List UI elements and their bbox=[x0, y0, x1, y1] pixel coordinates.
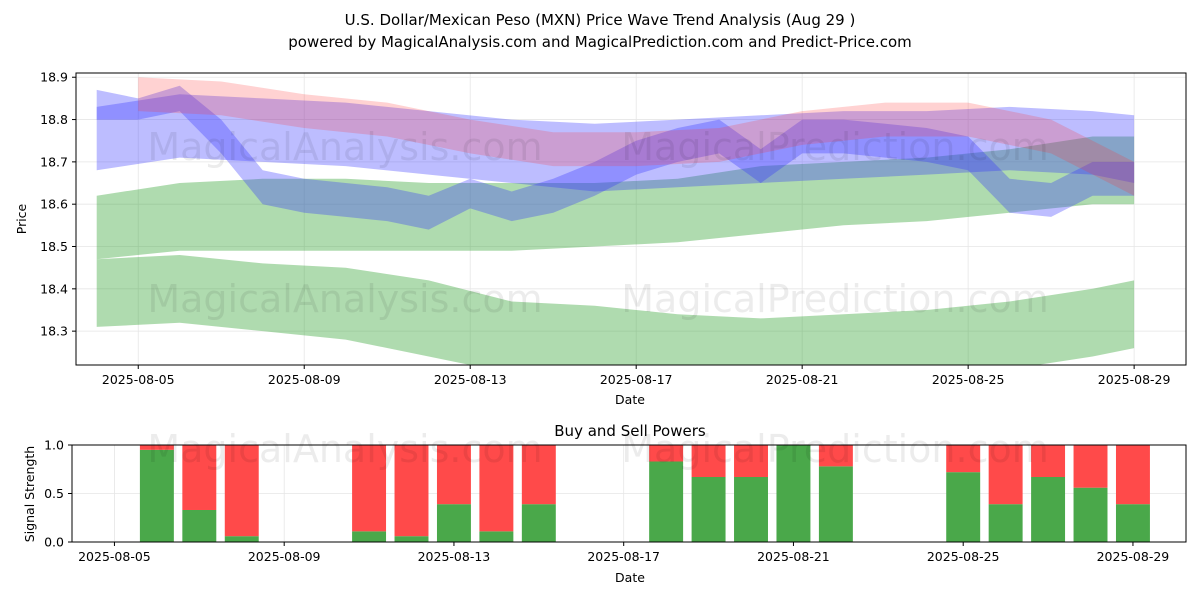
sell-bar bbox=[479, 445, 514, 532]
price-x-tick-label: 2025-08-25 bbox=[932, 372, 1005, 387]
watermark-analysis-2: MagicalAnalysis.com bbox=[147, 277, 542, 321]
buy-bar bbox=[1073, 487, 1108, 542]
sell-bar bbox=[734, 445, 768, 478]
sell-bar bbox=[224, 445, 259, 537]
sell-bar bbox=[436, 445, 471, 505]
sell-bar bbox=[521, 445, 556, 505]
price-band-green-0 bbox=[96, 136, 1135, 260]
buy-bar bbox=[182, 509, 217, 542]
signal-x-tick-label: 2025-08-05 bbox=[78, 549, 151, 564]
sell-bar bbox=[352, 445, 387, 532]
signal-y-tick-label: 0.0 bbox=[44, 535, 64, 550]
chart-title: U.S. Dollar/Mexican Peso (MXN) Price Wav… bbox=[345, 11, 856, 29]
price-y-axis-label: Price bbox=[14, 203, 29, 234]
buy-bar bbox=[521, 504, 556, 542]
buy-bar bbox=[139, 449, 174, 542]
sell-bar bbox=[182, 445, 217, 510]
sell-bar bbox=[1115, 445, 1150, 505]
price-x-tick-label: 2025-08-05 bbox=[102, 372, 175, 387]
signal-y-axis-label: Signal Strength bbox=[22, 446, 37, 542]
signal-x-tick-label: 2025-08-17 bbox=[587, 549, 660, 564]
watermark-analysis: MagicalAnalysis.com bbox=[147, 125, 542, 169]
buy-bar bbox=[352, 531, 387, 542]
price-y-tick-label: 18.7 bbox=[40, 154, 68, 169]
price-x-tick-label: 2025-08-29 bbox=[1098, 372, 1171, 387]
buy-bar bbox=[776, 445, 811, 542]
price-y-tick-label: 18.5 bbox=[40, 239, 68, 254]
price-band-red-4 bbox=[138, 77, 1135, 196]
buy-bar bbox=[818, 466, 853, 542]
watermark-prediction-3: MagicalPrediction.com bbox=[621, 427, 1049, 471]
sell-bar bbox=[946, 445, 981, 473]
sell-bar bbox=[1073, 445, 1108, 488]
chart-subtitle: powered by MagicalAnalysis.com and Magic… bbox=[288, 33, 912, 51]
price-y-tick-label: 18.9 bbox=[40, 70, 68, 85]
signal-y-ticks: 0.0 0.5 1.0 bbox=[44, 438, 72, 550]
price-x-axis-label: Date bbox=[615, 392, 645, 407]
price-y-tick-label: 18.3 bbox=[40, 324, 68, 339]
signal-x-tick-label: 2025-08-13 bbox=[418, 549, 491, 564]
sell-bar bbox=[988, 445, 1023, 505]
signal-x-tick-label: 2025-08-29 bbox=[1097, 549, 1170, 564]
buy-bar bbox=[1031, 477, 1066, 542]
signal-x-tick-label: 2025-08-09 bbox=[248, 549, 321, 564]
sell-bar bbox=[691, 445, 726, 478]
buy-bar bbox=[946, 472, 981, 542]
sell-bar bbox=[394, 445, 429, 537]
buy-bar bbox=[649, 461, 684, 542]
signal-bars bbox=[139, 445, 1150, 542]
price-x-tick-label: 2025-08-09 bbox=[268, 372, 341, 387]
price-x-tick-label: 2025-08-17 bbox=[600, 372, 673, 387]
buy-bar bbox=[1115, 504, 1150, 542]
watermark-prediction: MagicalPrediction.com bbox=[621, 125, 1049, 169]
buy-bar bbox=[691, 477, 726, 542]
price-x-tick-label: 2025-08-13 bbox=[434, 372, 507, 387]
watermark-analysis-3: MagicalAnalysis.com bbox=[147, 427, 542, 471]
sell-bar bbox=[649, 445, 684, 462]
price-x-tick-label: 2025-08-21 bbox=[766, 372, 839, 387]
price-bands bbox=[96, 77, 1135, 365]
signal-chart-title: Buy and Sell Powers bbox=[554, 422, 706, 440]
price-y-tick-label: 18.8 bbox=[40, 112, 68, 127]
price-band-blue-3 bbox=[96, 85, 1135, 230]
price-y-tick-label: 18.6 bbox=[40, 197, 68, 212]
buy-bar bbox=[734, 477, 768, 542]
watermark-prediction-2: MagicalPrediction.com bbox=[621, 277, 1049, 321]
signal-x-ticks: 2025-08-05 2025-08-09 2025-08-13 2025-08-17… bbox=[78, 542, 1169, 564]
sell-bar bbox=[1031, 445, 1066, 478]
price-plot-frame bbox=[75, 72, 1187, 366]
price-grid bbox=[76, 73, 1186, 365]
signal-y-tick-label: 0.5 bbox=[44, 486, 64, 501]
signal-x-axis-label: Date bbox=[615, 570, 645, 585]
buy-bar bbox=[394, 536, 429, 542]
signal-x-tick-label: 2025-08-21 bbox=[757, 549, 830, 564]
buy-bar bbox=[479, 531, 514, 542]
signal-x-tick-label: 2025-08-25 bbox=[927, 549, 1000, 564]
price-y-tick-label: 18.4 bbox=[40, 281, 68, 296]
buy-bar bbox=[988, 504, 1023, 542]
price-band-green-1 bbox=[96, 255, 1135, 365]
price-y-ticks: 18.3 18.4 18.5 18.6 18.7 18.8 18.9 bbox=[40, 70, 76, 339]
buy-bar bbox=[436, 504, 471, 542]
price-x-ticks: 2025-08-05 2025-08-09 2025-08-13 2025-08-17… bbox=[102, 365, 1171, 387]
price-band-blue-2 bbox=[96, 94, 1135, 192]
signal-y-tick-label: 1.0 bbox=[44, 438, 64, 453]
sell-bar bbox=[818, 445, 853, 467]
sell-bar bbox=[139, 445, 174, 450]
buy-bar bbox=[224, 536, 259, 542]
